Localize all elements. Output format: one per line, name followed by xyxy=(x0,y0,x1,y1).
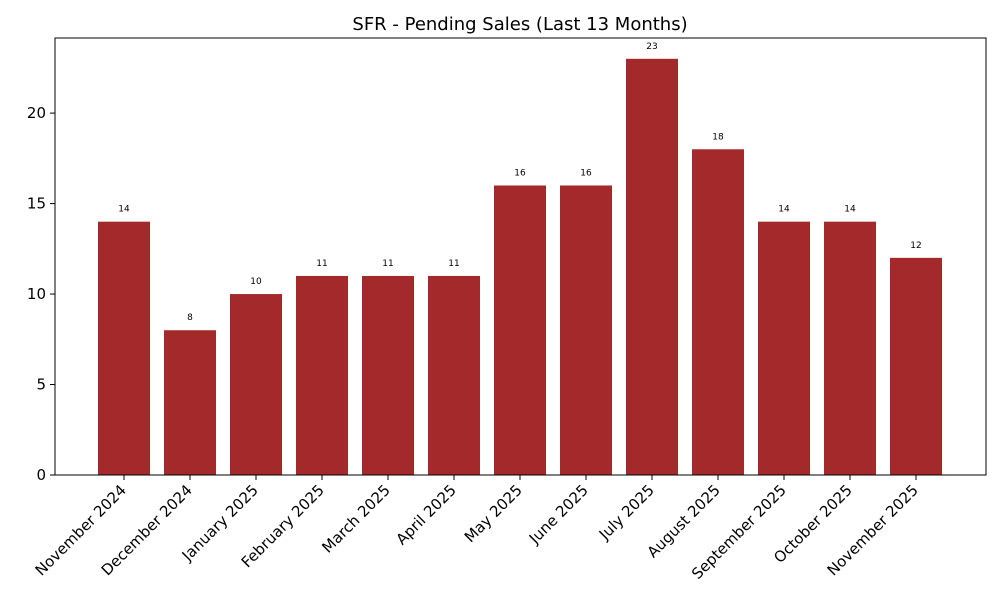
y-tick-label: 10 xyxy=(27,285,46,303)
bar xyxy=(230,294,282,475)
x-tick-label: April 2025 xyxy=(392,481,459,548)
y-tick-label: 0 xyxy=(36,466,46,484)
bar-value-label: 10 xyxy=(250,277,262,287)
bar-value-label: 11 xyxy=(316,259,327,269)
x-tick-label: May 2025 xyxy=(461,481,526,546)
plot-frame xyxy=(54,37,987,476)
data-labels: 14 8 10 11 11 11 16 16 23 18 14 14 12 xyxy=(118,42,921,323)
bar xyxy=(296,275,348,475)
bar-value-label: 14 xyxy=(778,205,790,215)
bar xyxy=(626,58,678,476)
bar xyxy=(758,221,810,475)
bar xyxy=(824,221,876,475)
bar-value-label: 11 xyxy=(448,259,459,269)
bar xyxy=(164,330,216,475)
y-tick-label: 5 xyxy=(36,376,46,394)
bar-value-label: 14 xyxy=(844,205,856,215)
bar-value-label: 16 xyxy=(514,168,526,178)
bar xyxy=(692,149,744,476)
bar xyxy=(560,185,612,475)
bar-value-label: 12 xyxy=(910,241,921,251)
x-tick-label: July 2025 xyxy=(595,481,658,544)
bar xyxy=(362,275,414,475)
bar xyxy=(428,275,480,475)
x-tick-label: March 2025 xyxy=(318,481,393,556)
y-tick-label: 15 xyxy=(27,195,46,213)
bars xyxy=(98,58,942,476)
chart-title: SFR - Pending Sales (Last 13 Months) xyxy=(352,14,687,35)
bar-value-label: 8 xyxy=(187,313,193,323)
bar-value-label: 14 xyxy=(118,205,130,215)
bar-value-label: 18 xyxy=(712,132,724,142)
bar xyxy=(494,185,546,475)
x-tick-label: June 2025 xyxy=(525,481,592,548)
bar xyxy=(890,257,942,475)
y-tick-label: 20 xyxy=(27,104,46,122)
bar xyxy=(98,221,150,475)
bar-value-label: 16 xyxy=(580,168,592,178)
bar-value-label: 23 xyxy=(646,42,657,52)
y-axis: 0 5 10 15 20 xyxy=(27,104,55,484)
bar-value-label: 11 xyxy=(382,259,393,269)
